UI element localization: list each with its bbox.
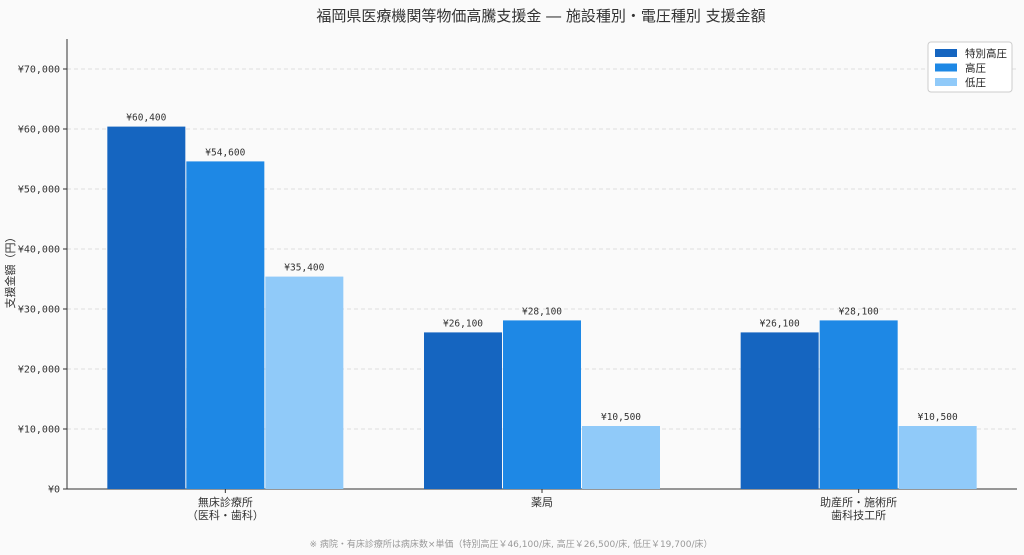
data-label: ¥26,100 [760, 318, 800, 329]
x-tick-label: 無床診療所（医科・歯科） [187, 495, 264, 522]
bar [186, 161, 265, 489]
y-tick-label: ¥20,000 [18, 365, 60, 376]
bar [740, 332, 819, 489]
legend-label: 高圧 [965, 62, 986, 75]
y-tick-label: ¥60,000 [18, 125, 60, 136]
data-label: ¥26,100 [443, 318, 483, 329]
legend-swatch [935, 78, 957, 86]
data-label: ¥28,100 [522, 306, 562, 317]
data-label: ¥35,400 [284, 263, 324, 274]
bar [107, 126, 186, 489]
y-tick-label: ¥10,000 [18, 425, 60, 436]
bar [582, 426, 660, 489]
data-label: ¥54,600 [205, 147, 245, 158]
y-axis-label: 支援金額（円） [3, 232, 17, 309]
x-axis-categories: 無床診療所（医科・歯科） 薬局 助産所・施術所歯科技工所 [187, 489, 897, 522]
footnote: ※ 病院・有床診療所は病床数×単価（特別高圧￥46,100/床, 高圧￥26,5… [310, 538, 713, 550]
y-axis-ticks: ¥0 ¥10,000 ¥20,000 ¥30,000 ¥40,000 ¥50,000 ¥60… [18, 65, 67, 496]
legend-swatch [935, 49, 957, 57]
data-label: ¥28,100 [839, 306, 879, 317]
y-tick-label: ¥0 [48, 485, 60, 496]
data-label: ¥10,500 [601, 412, 641, 423]
legend-swatch [935, 63, 957, 72]
x-tick-label-line: 無床診療所 [198, 495, 253, 509]
bar [424, 332, 502, 489]
x-tick-label-line: 歯科技工所 [831, 508, 886, 522]
y-tick-label: ¥50,000 [18, 185, 60, 196]
chart-title: 福岡県医療機関等物価高騰支援金 ― 施設種別・電圧種別 支援金額 [316, 7, 765, 25]
legend-label: 特別高圧 [965, 47, 1007, 60]
data-labels: ¥60,400 ¥54,600 ¥35,400 ¥26,100 ¥28,100 ¥10,5… [126, 113, 958, 423]
data-label: ¥10,500 [918, 412, 958, 423]
bar [265, 276, 344, 489]
x-tick-label: 薬局 [531, 496, 553, 509]
bar [819, 320, 898, 489]
x-tick-label-line: 薬局 [531, 496, 553, 509]
x-tick-label-line: （医科・歯科） [187, 508, 264, 522]
x-tick-label-line: 助産所・施術所 [820, 495, 897, 509]
y-tick-label: ¥70,000 [18, 65, 60, 76]
x-tick-label: 助産所・施術所歯科技工所 [820, 495, 897, 522]
y-tick-label: ¥30,000 [18, 305, 60, 316]
y-tick-label: ¥40,000 [18, 245, 60, 256]
bars [107, 126, 977, 489]
data-label: ¥60,400 [126, 113, 166, 124]
legend-label: 低圧 [965, 76, 986, 89]
bar [503, 320, 581, 489]
bar [898, 426, 977, 489]
